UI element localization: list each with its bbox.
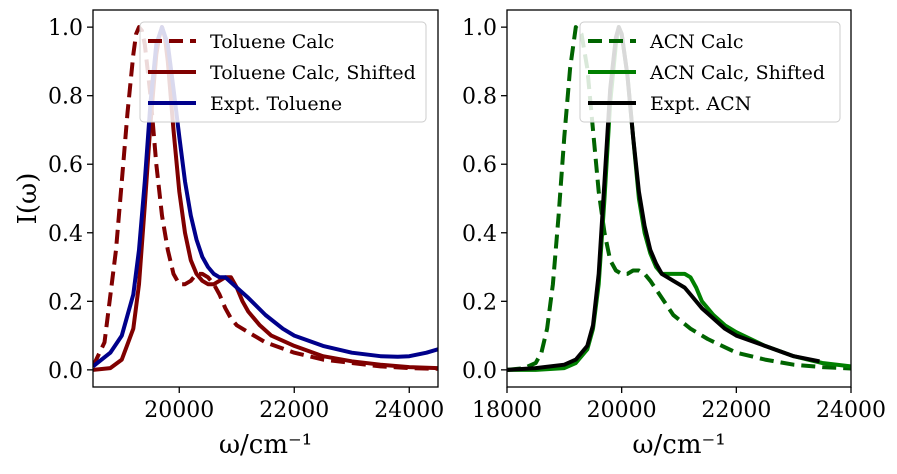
toluene-y-tick-label: 0.8: [48, 85, 83, 110]
toluene-y-tick-label: 0.4: [48, 222, 83, 247]
acn-legend: ACN Calc ACN Calc, Shifted Expt. ACN: [579, 21, 841, 123]
acn-y-tick-label: 0.4: [462, 222, 497, 247]
acn-x-tick-label: 24000: [816, 398, 886, 423]
toluene-series-0-line: [93, 25, 438, 371]
toluene-x-tick-label: 20000: [144, 398, 214, 423]
toluene-y-tick-label: 1.0: [48, 16, 83, 41]
acn-legend-label-2: Expt. ACN: [650, 93, 751, 115]
acn-y-tick-label: 0.6: [462, 153, 497, 178]
toluene-y-tick-label: 0.0: [48, 359, 83, 384]
acn-legend-box: [579, 21, 841, 123]
acn-x-tick-label: 22000: [701, 398, 771, 423]
toluene-x-axis-label: ω/cm⁻¹: [219, 430, 312, 460]
acn-plot-frame: [506, 9, 852, 388]
toluene-series-2-line: [93, 25, 438, 368]
toluene-plot-frame: [92, 9, 439, 388]
toluene-legend-box: [139, 21, 427, 123]
acn-x-tick-label: 18000: [472, 398, 542, 423]
toluene-legend: Toluene Calc Toluene Calc, Shifted Expt. T…: [139, 21, 427, 123]
toluene-panel: 20000 22000 24000 0.0 0.2 0.4 0.6 0.8 1.0 ω/cm⁻…: [13, 9, 444, 460]
acn-y-tick-label: 0.0: [462, 359, 497, 384]
toluene-legend-label-2: Expt. Toluene: [210, 93, 342, 115]
acn-x-tick-label: 20000: [587, 398, 657, 423]
acn-y-tick-label: 1.0: [462, 16, 497, 41]
toluene-x-tick-label: 22000: [259, 398, 329, 423]
toluene-x-tick-label: 24000: [374, 398, 444, 423]
toluene-y-tick-label: 0.6: [48, 153, 83, 178]
acn-y-tick-label: 0.8: [462, 85, 497, 110]
toluene-legend-label-0: Toluene Calc: [210, 31, 334, 53]
toluene-y-tick-label: 0.2: [48, 290, 83, 315]
toluene-legend-label-1: Toluene Calc, Shifted: [210, 62, 416, 84]
acn-legend-label-0: ACN Calc: [649, 31, 744, 53]
acn-y-tick-label: 0.2: [462, 290, 497, 315]
acn-panel: 18000 20000 22000 24000 0.00.20.40.60.81.0 …: [462, 9, 886, 460]
acn-x-axis-label: ω/cm⁻¹: [632, 430, 725, 460]
acn-series-2-line: [507, 25, 820, 372]
acn-series-0-line: [507, 25, 851, 372]
toluene-y-axis-label: I(ω): [13, 173, 43, 225]
acn-legend-label-1: ACN Calc, Shifted: [649, 62, 825, 84]
